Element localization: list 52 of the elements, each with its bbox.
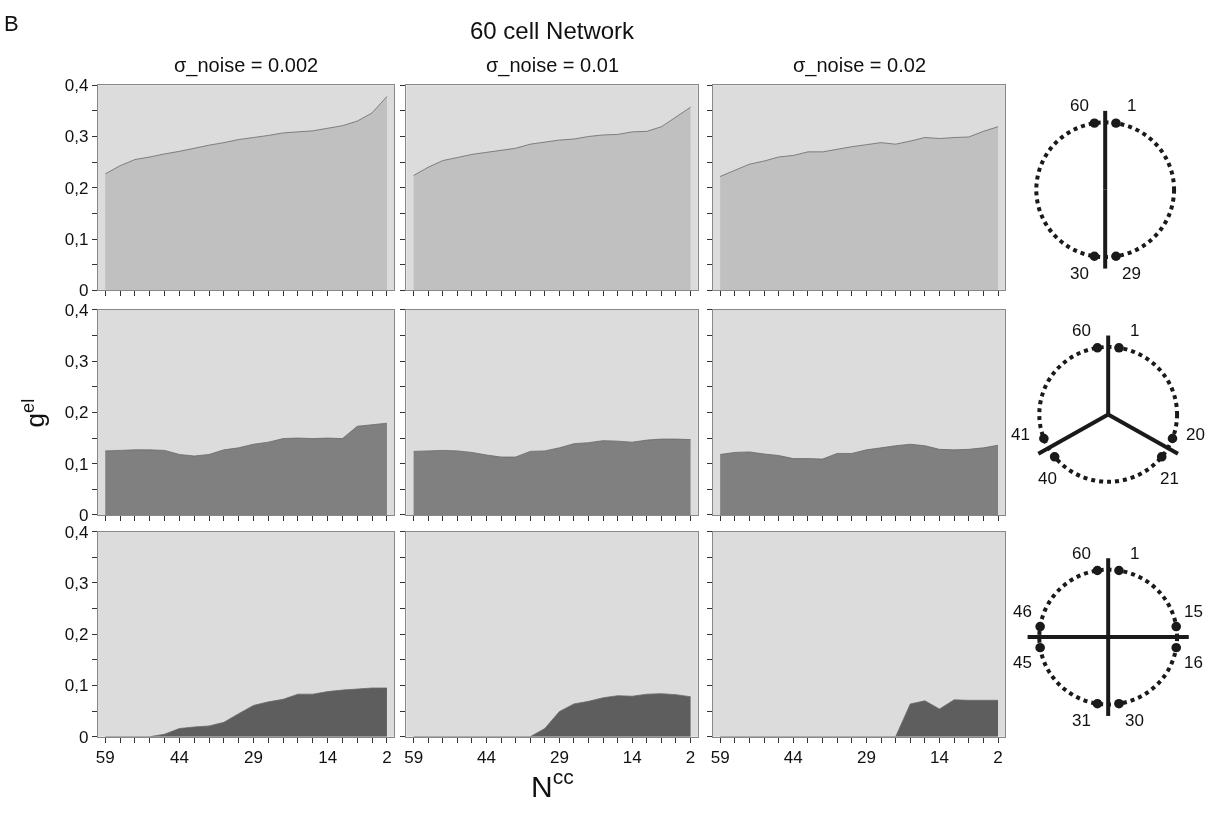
- x-tick-label: 44: [477, 748, 496, 768]
- y-tick-label: 0,2: [64, 178, 89, 198]
- y-tick-label: 0: [78, 281, 89, 301]
- x-tick-label: 2: [382, 748, 392, 768]
- text: 45: [1013, 653, 1032, 672]
- y-tick-label: 0,4: [64, 76, 89, 96]
- text: 16: [1184, 653, 1203, 672]
- y-tick-label: 0,1: [64, 229, 89, 249]
- text: 60: [1072, 544, 1091, 563]
- y-tick-label: 0,1: [64, 454, 89, 474]
- chart-title: σ_noise = 0.01: [486, 54, 619, 77]
- text: 1: [1130, 544, 1140, 563]
- chart-title: σ_noise = 0.02: [793, 54, 926, 77]
- text: 29: [1122, 264, 1141, 283]
- x-tick-label: 44: [783, 748, 803, 768]
- y-tick-label: 0,3: [64, 127, 89, 147]
- x-tick-label: 29: [549, 748, 569, 768]
- text: 60: [1070, 96, 1089, 115]
- text: 31: [1072, 711, 1091, 730]
- text: 15: [1184, 602, 1203, 621]
- x-tick-label: 59: [710, 748, 730, 768]
- x-tick-label: 29: [244, 748, 263, 768]
- y-tick-label: 0: [78, 727, 89, 747]
- text: 46: [1013, 602, 1032, 621]
- x-tick-label: 29: [856, 748, 876, 768]
- text: 20: [1186, 425, 1205, 444]
- x-tick-label: 14: [622, 748, 642, 768]
- x-tick-label: 14: [930, 748, 949, 768]
- text: 60: [1072, 321, 1091, 340]
- text: 30: [1125, 711, 1144, 730]
- y-tick-label: 0: [78, 505, 89, 525]
- x-tick-label: 2: [685, 748, 696, 768]
- x-tick-label: 44: [169, 748, 189, 768]
- text: 41: [1011, 425, 1030, 444]
- text: 60 cell Network: [470, 17, 636, 44]
- y-tick-label: 0,4: [64, 300, 89, 320]
- y-tick-label: 0,1: [64, 676, 89, 696]
- y-tick-label: 0,3: [64, 573, 89, 593]
- x-axis-title: N$^{cc}$: [531, 765, 574, 803]
- text: 1: [1130, 321, 1140, 340]
- y-tick-label: 0,4: [64, 522, 89, 542]
- y-tick-label: 0,3: [64, 352, 89, 372]
- text: 30: [1070, 264, 1089, 283]
- x-tick-label: 59: [95, 748, 115, 768]
- y-tick-label: 0,2: [64, 403, 89, 423]
- text: 1: [1127, 96, 1137, 115]
- text: B: [4, 11, 19, 36]
- x-tick-label: 59: [404, 748, 424, 768]
- x-tick-label: 14: [318, 748, 338, 768]
- y-tick-label: 0,2: [64, 625, 89, 645]
- chart-title: σ_noise = 0.002: [174, 54, 319, 77]
- x-tick-label: 2: [993, 748, 1003, 768]
